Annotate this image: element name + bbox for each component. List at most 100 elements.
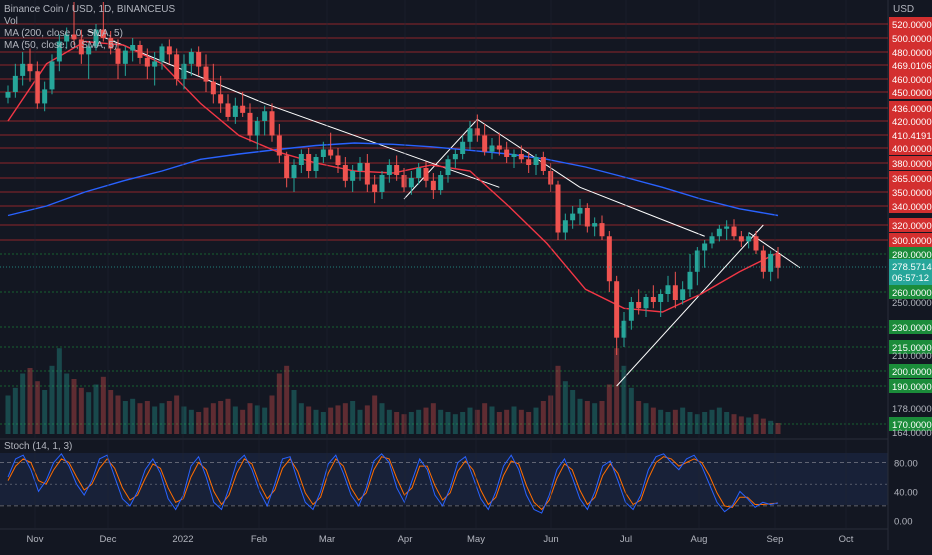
candle[interactable] [636, 302, 642, 309]
symbol-title[interactable]: Binance Coin / USD, 1D, BINANCEUS [4, 4, 176, 15]
candle[interactable] [328, 149, 334, 156]
candle[interactable] [540, 157, 546, 171]
candle[interactable] [401, 175, 407, 188]
candle[interactable] [130, 45, 136, 51]
candle[interactable] [423, 168, 429, 181]
candle[interactable] [592, 223, 598, 227]
candle[interactable] [100, 29, 106, 38]
candle[interactable] [320, 149, 326, 158]
candle[interactable] [438, 175, 444, 191]
candle[interactable] [650, 297, 656, 302]
candle[interactable] [599, 223, 605, 237]
candle[interactable] [496, 145, 502, 150]
trendline[interactable] [264, 102, 500, 188]
candle[interactable] [694, 250, 700, 272]
candle[interactable] [64, 34, 70, 42]
candle[interactable] [342, 165, 348, 181]
candle[interactable] [724, 226, 730, 229]
ma200-legend-label[interactable]: MA (200, close, 0, SMA, 5) [4, 28, 123, 39]
trendline[interactable] [616, 224, 764, 387]
candle[interactable] [628, 302, 634, 321]
candle[interactable] [614, 281, 620, 338]
candle[interactable] [533, 157, 539, 165]
currency-label[interactable]: USD [893, 4, 915, 15]
trendline[interactable] [403, 119, 478, 200]
candle[interactable] [643, 297, 649, 309]
candle[interactable] [144, 57, 150, 67]
candle[interactable] [49, 61, 55, 90]
candle[interactable] [210, 81, 216, 95]
candle[interactable] [518, 154, 524, 160]
candle[interactable] [174, 54, 180, 79]
candle[interactable] [262, 111, 268, 121]
candle[interactable] [115, 48, 121, 64]
candle[interactable] [12, 75, 18, 92]
candle[interactable] [665, 285, 671, 294]
candle[interactable] [467, 128, 473, 142]
candle[interactable] [364, 163, 370, 185]
candle[interactable] [71, 34, 77, 40]
candle[interactable] [27, 63, 33, 72]
candle[interactable] [379, 175, 385, 192]
candle[interactable] [225, 103, 231, 117]
candle[interactable] [93, 29, 99, 47]
candle[interactable] [34, 71, 40, 104]
candle[interactable] [430, 180, 436, 191]
candle[interactable] [606, 236, 612, 282]
candle[interactable] [452, 154, 458, 160]
candle[interactable] [562, 220, 568, 233]
candle[interactable] [232, 105, 238, 117]
candle[interactable] [445, 159, 451, 175]
candle[interactable] [526, 159, 532, 165]
stoch-k-line[interactable] [7, 452, 779, 514]
candle[interactable] [5, 92, 11, 98]
candle[interactable] [86, 46, 92, 55]
candle[interactable] [350, 171, 356, 181]
candle[interactable] [460, 141, 466, 154]
candle[interactable] [702, 243, 708, 251]
candle[interactable] [306, 154, 312, 171]
candle[interactable] [775, 254, 781, 268]
candle[interactable] [291, 165, 297, 178]
candle[interactable] [394, 165, 400, 175]
candle[interactable] [166, 46, 172, 55]
candle[interactable] [760, 250, 766, 272]
candle[interactable] [386, 165, 392, 175]
candle[interactable] [746, 236, 752, 242]
candle[interactable] [122, 50, 128, 64]
vol-legend-label[interactable]: Vol [4, 16, 18, 27]
candle[interactable] [621, 320, 627, 338]
stoch-d-line[interactable] [7, 456, 779, 511]
candle[interactable] [753, 236, 759, 251]
candle[interactable] [658, 294, 664, 302]
candle[interactable] [247, 112, 253, 136]
candle[interactable] [672, 285, 678, 300]
candle[interactable] [254, 121, 260, 136]
candle[interactable] [768, 254, 774, 272]
candle[interactable] [511, 154, 517, 157]
candle[interactable] [408, 178, 414, 188]
ma200-line[interactable] [7, 142, 779, 217]
candle[interactable] [687, 271, 693, 290]
candle[interactable] [56, 41, 62, 62]
candle[interactable] [269, 111, 275, 136]
candle[interactable] [42, 89, 48, 104]
candle[interactable] [738, 236, 744, 242]
candle[interactable] [584, 207, 590, 227]
candle[interactable] [181, 63, 187, 79]
candle[interactable] [372, 184, 378, 192]
candle[interactable] [218, 94, 224, 104]
ma50-legend-label[interactable]: MA (50, close, 0, SMA, 5) [4, 40, 118, 51]
candle[interactable] [709, 236, 715, 244]
candle[interactable] [482, 135, 488, 152]
candle[interactable] [416, 168, 422, 178]
candle[interactable] [357, 163, 363, 171]
candle[interactable] [570, 213, 576, 221]
candle[interactable] [203, 66, 209, 82]
candle[interactable] [577, 207, 583, 214]
candle[interactable] [680, 289, 686, 300]
candle[interactable] [78, 39, 84, 55]
candle[interactable] [504, 149, 510, 158]
